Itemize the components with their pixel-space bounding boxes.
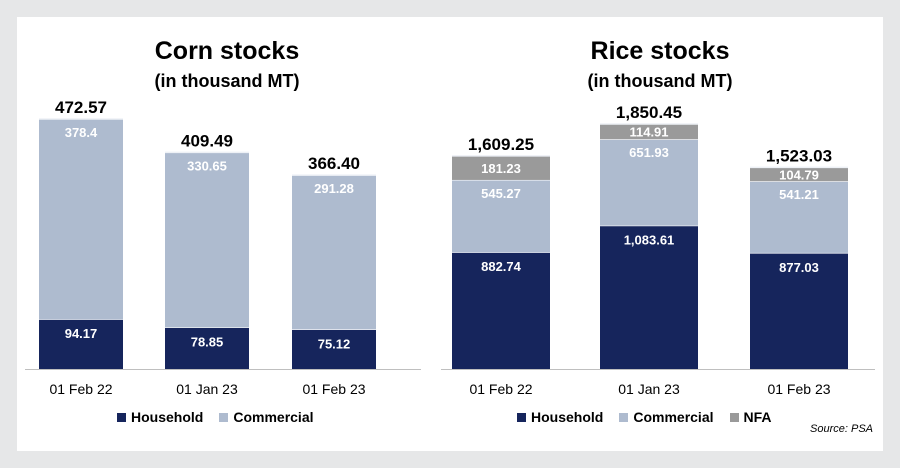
- data-label-household-1: 882.74: [481, 259, 522, 274]
- bar-commercial-2: [165, 152, 249, 328]
- bar-commercial-3: [750, 181, 848, 253]
- data-label-commercial-1: 378.4: [65, 125, 98, 140]
- legend-label-nfa: NFA: [743, 409, 772, 425]
- data-label-household-3: 75.12: [318, 336, 351, 351]
- data-label-commercial-2: 651.93: [629, 145, 669, 160]
- legend-item-commercial: Commercial: [619, 409, 714, 425]
- legend-item-household: Household: [517, 409, 603, 425]
- data-label-nfa-1: 181.23: [481, 161, 521, 176]
- legend-item-commercial: Commercial: [219, 409, 314, 425]
- household-swatch: [117, 412, 126, 422]
- corn-chart-title: Corn stocks: [154, 37, 300, 65]
- x-tick-label-3: 01 Feb 23: [302, 381, 365, 397]
- corn-stocks-chart: 94.17 378.4 472.57 01 Feb 22 78.85 330.65 409.…: [25, 98, 421, 397]
- bar-commercial-2: [600, 139, 698, 226]
- x-tick-label-3: 01 Feb 23: [767, 381, 830, 397]
- rice-chart-subtitle: (in thousand MT): [587, 71, 733, 91]
- bar-commercial-3: [292, 175, 376, 330]
- x-tick-label-2: 01 Jan 23: [618, 381, 680, 397]
- corn-legend: Household Commercial: [117, 409, 330, 425]
- bar-nfa-2: [600, 124, 698, 140]
- bar-household-3: [750, 252, 848, 369]
- source-note: Source: PSA: [810, 423, 873, 435]
- data-label-nfa-2: 114.91: [629, 125, 668, 140]
- bar-nfa-1: [452, 155, 550, 180]
- bar-household-2: [165, 327, 249, 369]
- legend-label-commercial: Commercial: [233, 409, 314, 425]
- total-label-2: 409.49: [181, 131, 233, 150]
- rice-legend: Household Commercial NFA: [517, 409, 788, 425]
- total-label-2: 1,850.45: [616, 103, 682, 122]
- household-swatch: [517, 412, 526, 422]
- data-label-household-2: 1,083.61: [624, 233, 675, 248]
- total-label-1: 472.57: [55, 98, 107, 117]
- data-label-commercial-1: 545.27: [481, 186, 521, 201]
- data-label-commercial-3: 541.21: [779, 187, 819, 202]
- total-label-3: 1,523.03: [766, 146, 832, 165]
- bar-household-2: [600, 225, 698, 369]
- bar-household-1: [39, 319, 123, 369]
- figure-frame: Corn stocks (in thousand MT) 94.17 378.4 4…: [17, 17, 883, 451]
- total-label-1: 1,609.25: [468, 135, 534, 154]
- data-label-nfa-3: 104.79: [779, 167, 819, 182]
- legend-label-commercial: Commercial: [633, 409, 714, 425]
- data-label-household-3: 877.03: [779, 260, 819, 275]
- corn-stocks-panel: Corn stocks (in thousand MT) 94.17 378.4 4…: [17, 17, 437, 451]
- corn-chart-subtitle: (in thousand MT): [154, 71, 300, 91]
- commercial-swatch: [619, 412, 629, 422]
- rice-stocks-chart: 882.74 545.27 181.23 1,609.25 01 Feb 22 1,083…: [441, 103, 875, 397]
- rice-chart-title: Rice stocks: [590, 37, 730, 65]
- legend-label-household: Household: [531, 409, 604, 425]
- bar-commercial-1: [39, 119, 123, 320]
- rice-stocks-panel: Rice stocks (in thousand MT) 882.74 545.2…: [437, 17, 883, 451]
- data-label-commercial-2: 330.65: [187, 158, 227, 173]
- nfa-swatch: [729, 412, 739, 422]
- bar-nfa-3: [750, 167, 848, 182]
- bar-commercial-1: [452, 179, 550, 253]
- commercial-swatch: [219, 412, 229, 422]
- x-tick-label-1: 01 Feb 22: [49, 381, 112, 397]
- bar-household-3: [292, 329, 376, 369]
- x-tick-label-2: 01 Jan 23: [176, 381, 238, 397]
- x-tick-label-1: 01 Feb 22: [469, 381, 532, 397]
- data-label-household-2: 78.85: [191, 334, 224, 349]
- bar-household-1: [452, 252, 550, 369]
- legend-item-household: Household: [117, 409, 203, 425]
- legend-label-household: Household: [131, 409, 204, 425]
- legend-item-nfa: NFA: [729, 409, 772, 425]
- data-label-commercial-3: 291.28: [314, 181, 354, 196]
- data-label-household-1: 94.17: [65, 326, 98, 341]
- total-label-3: 366.40: [308, 154, 360, 173]
